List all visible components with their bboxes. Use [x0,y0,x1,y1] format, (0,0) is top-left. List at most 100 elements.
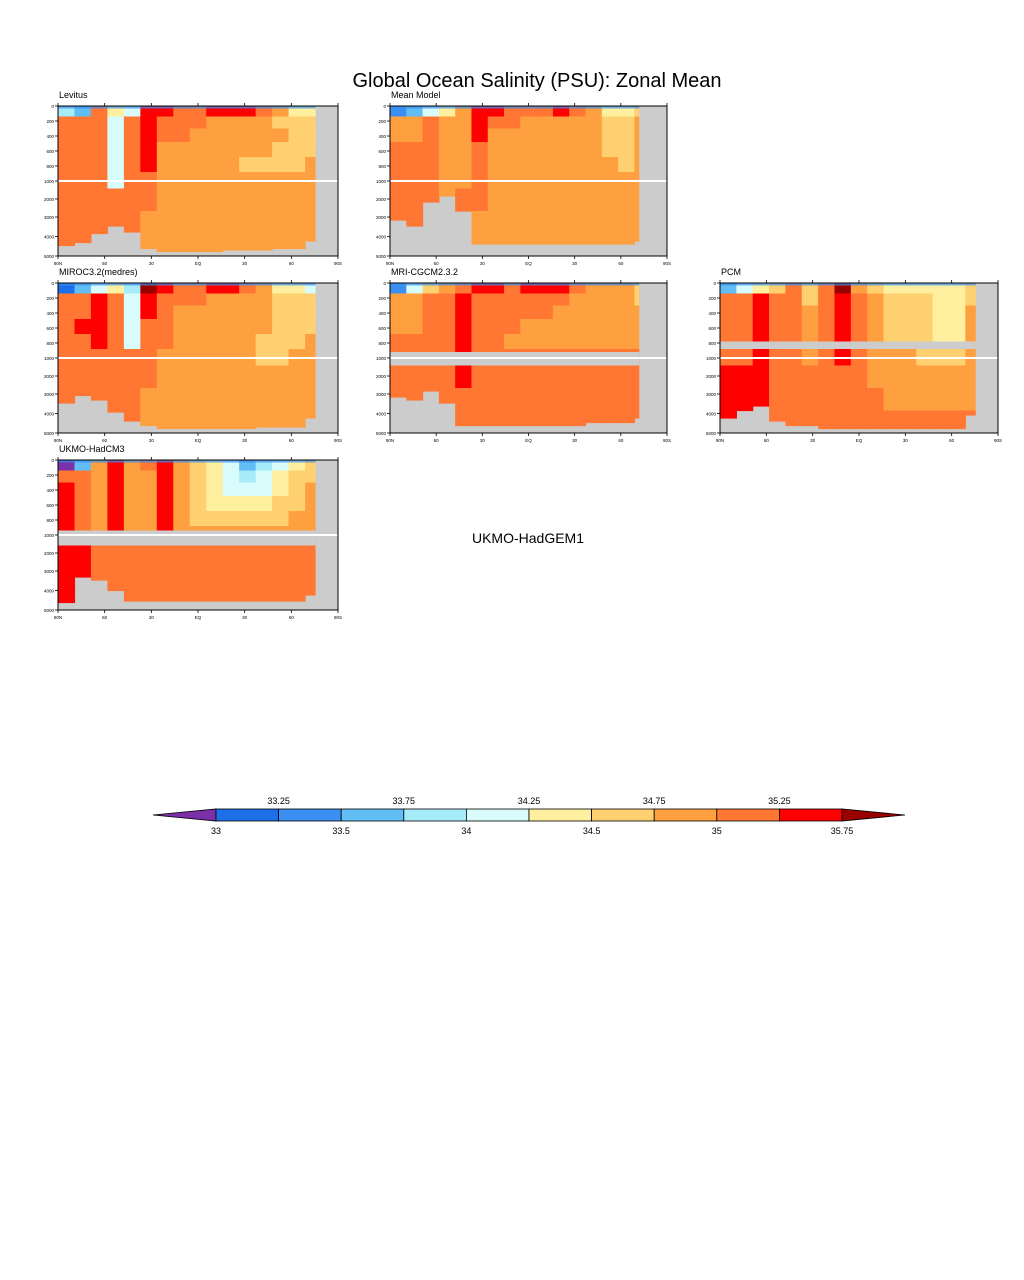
salinity-cell [123,482,141,497]
salinity-cell [272,157,290,173]
salinity-cell [189,142,207,158]
missing-data-band [720,341,976,349]
salinity-cell [239,142,257,158]
salinity-cell [536,293,554,307]
salinity-cell [504,365,521,389]
salinity-cell [536,410,554,427]
salinity-cell [189,283,207,295]
salinity-cell [58,470,76,484]
salinity-cell [520,211,538,235]
y-tick-label: 400 [46,134,54,139]
salinity-cell [406,293,424,307]
salinity-cell [58,233,76,247]
salinity-cell [123,496,141,512]
salinity-cell [255,587,273,602]
salinity-cell [189,388,207,412]
salinity-cell [140,233,158,250]
colorbar-swatch [340,808,405,822]
y-tick-label: 800 [378,341,386,346]
salinity-cell [156,293,174,307]
salinity-cell [272,142,290,158]
salinity-cell [769,293,787,307]
salinity-cell [422,319,440,335]
salinity-cell [618,211,636,235]
y-tick-label: 400 [378,134,386,139]
salinity-cell [189,470,207,484]
salinity-cell [520,410,538,427]
salinity-cell [406,211,424,227]
salinity-cell [455,305,473,320]
salinity-cell [90,319,109,335]
salinity-cell [883,365,901,389]
panels-group: Levitus020040060080010002000300040005000… [44,90,1002,620]
salinity-cell [504,334,521,350]
colorbar-swatch [528,808,592,822]
x-tick-label: 60 [102,438,108,443]
salinity-cell [867,305,885,320]
salinity-cell [140,211,158,235]
salinity-cell [173,496,191,512]
salinity-cell [965,319,976,335]
y-tick-label: 400 [708,311,716,316]
salinity-cell [189,106,207,118]
salinity-cell [471,106,489,118]
salinity-cell [948,305,966,320]
salinity-cell [769,388,787,412]
y-tick-label: 0 [51,104,54,109]
salinity-cell [867,283,885,295]
salinity-cell [455,319,473,335]
salinity-cell [487,211,505,235]
salinity-cell [438,283,456,295]
salinity-cell [422,128,440,143]
x-tick-label: 30 [242,261,248,266]
missing-panel-label: UKMO-HadGEM1 [472,530,584,546]
salinity-cell [406,283,424,295]
salinity-cell [720,283,737,295]
salinity-cell [916,365,934,389]
salinity-cell [520,334,538,350]
salinity-cell [552,410,570,427]
salinity-cell [520,388,538,412]
salinity-cell [272,542,290,566]
salinity-cell [107,305,125,320]
salinity-cell [90,305,109,320]
salinity-cell [74,106,92,118]
salinity-cell [305,305,316,320]
salinity-cell [569,319,587,335]
salinity-cell [107,142,125,158]
salinity-cell [634,334,640,350]
y-tick-label: 600 [46,149,54,154]
x-tick-label: EQ [195,438,202,443]
figure-title: Global Ocean Salinity (PSU): Zonal Mean [352,70,721,92]
salinity-cell [520,188,538,212]
salinity-cell [140,388,158,412]
salinity-cell [769,410,787,422]
salinity-cell [504,128,521,143]
salinity-cell [769,283,787,295]
salinity-cell [173,482,191,497]
colorbar-swatch [403,808,467,822]
salinity-cell [455,142,473,158]
salinity-cell [74,496,92,512]
salinity-cell [140,470,158,484]
salinity-cell [58,587,76,604]
salinity-cell [305,188,316,212]
salinity-cell [536,211,554,235]
salinity-cell [156,565,174,589]
salinity-cell [206,365,224,389]
salinity-cell [487,388,505,412]
salinity-cell [156,319,174,335]
salinity-cell [272,565,290,589]
salinity-cell [123,157,141,173]
salinity-cell [206,460,224,472]
salinity-cell [455,388,473,412]
salinity-cell [173,283,191,295]
salinity-cell [552,388,570,412]
salinity-cell [438,388,456,404]
salinity-cell [255,365,273,389]
salinity-cell [255,142,273,158]
salinity-cell [140,157,158,173]
salinity-cell [406,116,424,130]
salinity-cell [189,211,207,235]
salinity-cell [585,157,603,173]
